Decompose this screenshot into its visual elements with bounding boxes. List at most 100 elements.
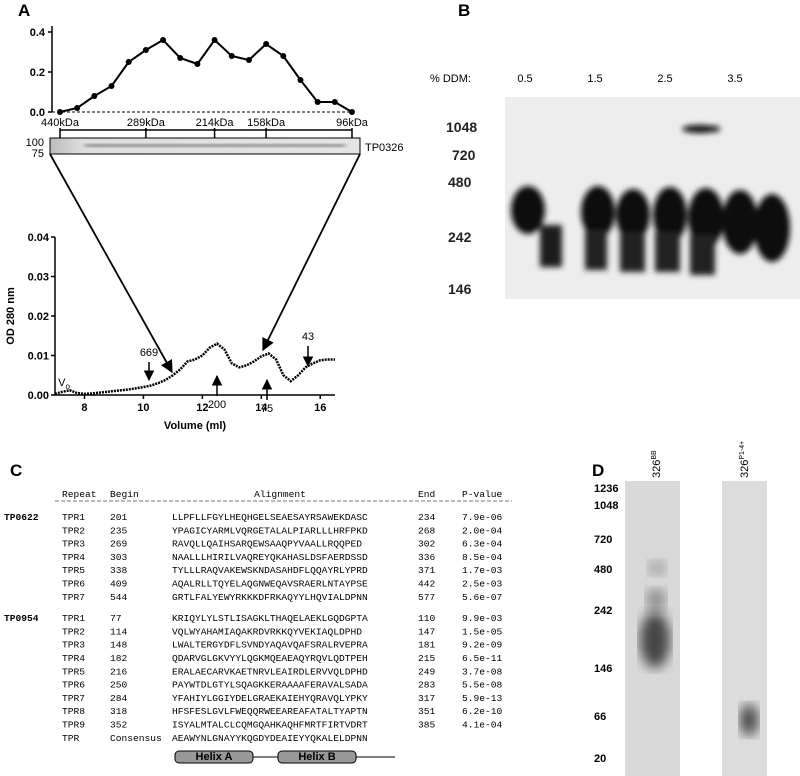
lane-label-base: 326 [739,460,751,478]
annotation: 43 [302,331,314,343]
profile-point [91,93,98,99]
annotation: 200 [208,399,226,411]
table-cell: 234 [418,512,436,523]
x-tick-label: 289kDa [127,117,166,129]
profile-point [57,109,63,115]
marker-label: 720 [452,147,476,163]
table-cell: 409 [110,579,128,590]
annotation: 669 [140,347,158,359]
table-cell: 216 [110,666,128,677]
table-cell: TYLLLRAQVAKEWSKNDASAHDFLQQAYRLYPRD [172,565,368,576]
profile-point [142,47,149,53]
table-cell: 338 [110,565,128,576]
x-tick-label: 14 [255,402,268,414]
x-tick-label: 12 [196,402,208,414]
table-cell: 268 [418,525,436,536]
profile-point [228,53,235,59]
profile-point [160,37,167,43]
annotation-subscript: o [65,382,70,391]
chromatogram: 0.00 0.01 0.02 0.03 0.04 8 10 12 14 16 Volume (ml)… [5,232,335,432]
x-tick-label: 10 [137,402,149,414]
x-tick-label: 8 [81,402,87,414]
table-cell: 235 [110,525,128,536]
helix-label: Helix A [196,751,233,763]
table-cell: 201 [110,512,128,523]
table-cell: YPAGICYARMLVQRGETALALPIARLLLHRFPKD [172,525,368,536]
x-tick-label: 440kDa [41,117,80,129]
table-cell: QDARVGLGKVYYLQGKMQEAEAQYRQVLQDTPEH [172,653,368,664]
table-cell: 2.5e-03 [462,579,503,590]
helix [277,750,357,764]
y-tick-label: 0.04 [28,232,50,244]
group-name: TP0622 [4,512,39,523]
table-cell: ERALAECARVKAETNRVLEAIRDLERVVQLDPHD [172,666,368,677]
consensus-sequence: AEAWYNLGNAYYKQGDYDEAIEYYQKALELDPNN [172,733,368,744]
table-cell: 318 [110,706,128,717]
marker-label: 1048 [446,119,477,135]
profile-point [263,41,270,47]
table-cell: VQLWYAHAMIAQAKRDVRKKQYVEKIAQLDPHD [172,626,362,637]
table-cell: 147 [418,626,435,637]
profile-line [59,38,353,113]
table-cell: 6.5e-11 [462,653,503,664]
table-cell: TPR6 [62,579,85,590]
profile-point [280,53,287,59]
table-cell: 284 [110,693,128,704]
table-cell: TPR3 [62,539,85,550]
table-cell: TPR4 [62,653,85,664]
panel-letter: B [458,1,470,20]
annotation-text: V [58,377,66,389]
table-cell: 302 [418,539,436,550]
gel-d-bands [640,560,758,736]
lane-label-sup: BB [651,450,658,460]
blot-bands [85,144,345,147]
marker-label: 146 [594,663,612,675]
table-cell: 9.2e-09 [462,640,503,651]
funnel-arrow [262,153,361,352]
table-cell: 181 [418,640,436,651]
gel-d-markers: 1236 1048 720 480 242 146 66 20 [594,483,618,765]
table-header: Begin [110,489,139,500]
table-cell: TPR7 [62,592,85,603]
y-tick-label: 0.00 [28,390,49,402]
table-cell: YFAHIYLGGIYDELGRAEKAIEHYQRAVQLYPKY [172,693,368,704]
table-cell: TPR3 [62,640,85,651]
table-cell: NAALLLHIRILVAQREYQKAHASLDSFAERDSSD [172,552,368,563]
marker-label: 66 [594,711,606,723]
marker-label: 1048 [594,500,618,512]
table-cell: 182 [110,653,128,664]
consensus-label: TPR [62,733,80,744]
table-cell: 148 [110,640,128,651]
panel-letter: A [18,1,30,20]
lane-label: 326BB [651,450,663,478]
lane-label-sup: P1-4+ [739,441,746,460]
consensus-name: Consensus [110,733,162,744]
table-cell: 352 [110,720,128,731]
profile-point [349,109,355,115]
table-cell: 442 [418,579,436,590]
table-cell: 9.9e-03 [462,613,503,624]
y-tick-label: 0.01 [28,351,49,363]
table-cell: KRIQYLYLSTLISAGKLTHAQELAEKLGQDGPTA [172,613,368,624]
marker-label: 480 [594,564,612,576]
helix [174,750,254,764]
gel-b-bands [511,125,790,275]
profile-chart: 0.0 0.2 0.4 440kDa 289kDa 214kDa 158kDa 96kDa [30,26,369,138]
lane-label: 0.5 [517,73,532,85]
table-header: End [418,489,435,500]
table-cell: TPR4 [62,552,85,563]
table-cell: 303 [110,552,128,563]
table-cell: 336 [418,552,436,563]
lane-label: 3.5 [727,73,742,85]
table-cell: 249 [418,666,436,677]
profile-point [74,105,81,111]
lane-label-base: 326 [651,460,663,478]
table-cell: TPR2 [62,626,85,637]
helix-label: Helix B [298,751,335,763]
table-cell: AQALRLLTQYELAQGNWEQAVSRAERLNTAYPSE [172,579,368,590]
table-cell: 544 [110,592,128,603]
ddm-heading: % DDM: [430,73,471,85]
profile-point [211,37,218,43]
